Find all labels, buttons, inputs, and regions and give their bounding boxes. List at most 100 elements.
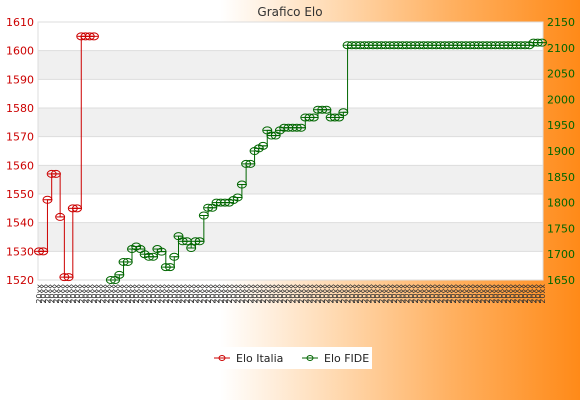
data-point-marker	[198, 211, 209, 220]
x-axis-tick-label: 20xx	[48, 284, 57, 304]
x-axis-tick-label: 20xx	[530, 284, 539, 304]
right-axis-tick-label: 1950	[547, 119, 575, 132]
right-axis-tick-label: 1800	[547, 197, 575, 210]
x-axis-tick-label: 20xx	[348, 284, 357, 304]
x-axis-tick-label: 20xx	[462, 284, 471, 304]
legend-label: Elo Italia	[236, 352, 283, 365]
x-axis-tick-label: 20xx	[521, 284, 530, 304]
left-axis-tick-label: 1570	[6, 131, 34, 144]
x-axis-tick-label: 20xx	[289, 284, 298, 304]
x-axis-tick-label: 20xx	[196, 284, 205, 304]
x-axis-tick-label: 20xx	[538, 284, 547, 304]
x-axis-tick-label: 20xx	[255, 284, 264, 304]
data-point-marker	[122, 257, 133, 266]
right-axis-tick-label: 2050	[547, 68, 575, 81]
x-axis-tick-label: 20xx	[284, 284, 293, 304]
x-axis-tick-label: 20xx	[420, 284, 429, 304]
x-axis-tick-label: 20xx	[141, 284, 150, 304]
x-axis-tick-label: 20xx	[73, 284, 82, 304]
x-axis-tick-label: 20xx	[466, 284, 475, 304]
x-axis-tick-label: 20xx	[272, 284, 281, 304]
x-axis-tick-label: 20xx	[229, 284, 238, 304]
plot-band	[38, 194, 543, 223]
x-axis-tick-label: 20xx	[314, 284, 323, 304]
data-point-marker	[156, 247, 167, 256]
x-axis-tick-label: 20xx	[132, 284, 141, 304]
right-axis-tick-label: 1650	[547, 274, 575, 287]
x-axis-tick-label: 20xx	[415, 284, 424, 304]
x-axis-tick-label: 20xx	[310, 284, 319, 304]
right-axis-tick-label: 2150	[547, 16, 575, 29]
x-axis-tick-label: 20xx	[382, 284, 391, 304]
x-axis-tick-label: 20xx	[492, 284, 501, 304]
x-axis-tick-label: 20xx	[263, 284, 272, 304]
x-axis-tick-label: 20xx	[200, 284, 209, 304]
data-point-marker	[308, 113, 319, 122]
x-axis-tick-label: 20xx	[331, 284, 340, 304]
x-axis-tick-label: 20xx	[183, 284, 192, 304]
legend-marker	[218, 355, 226, 361]
x-axis-tick-label: 20xx	[56, 284, 65, 304]
x-axis-tick-label: 20xx	[475, 284, 484, 304]
x-axis-tick-label: 20xx	[259, 284, 268, 304]
left-axis-tick-label: 1530	[6, 245, 34, 258]
legend: Elo Italia Elo FIDE	[208, 347, 372, 369]
x-axis-tick-label: 20xx	[344, 284, 353, 304]
x-axis-tick-label: 20xx	[496, 284, 505, 304]
x-axis-tick-label: 20xx	[170, 284, 179, 304]
x-axis-tick-label: 20xx	[441, 284, 450, 304]
x-axis-tick-label: 20xx	[35, 284, 44, 304]
x-axis-tick-label: 20xx	[322, 284, 331, 304]
data-point-marker	[72, 204, 83, 213]
x-axis-tick-label: 20xx	[221, 284, 230, 304]
x-axis-tick-label: 20xx	[94, 284, 103, 304]
data-point-marker	[55, 212, 66, 221]
x-axis-tick-label: 20xx	[508, 284, 517, 304]
data-point-marker	[537, 38, 547, 47]
data-point-marker	[165, 263, 176, 272]
x-axis-tick-label: 20xx	[107, 284, 116, 304]
data-point-marker	[258, 141, 269, 150]
x-axis-tick-label: 20xx	[115, 284, 124, 304]
x-axis-tick-label: 20xx	[470, 284, 479, 304]
data-point-marker	[114, 270, 125, 279]
x-axis-tick-label: 20xx	[369, 284, 378, 304]
x-axis-tick-label: 20xx	[128, 284, 137, 304]
x-axis-tick-label: 20xx	[39, 284, 48, 304]
data-point-marker	[50, 169, 61, 178]
data-point-marker	[88, 32, 99, 41]
left-axis-tick-label: 1520	[6, 274, 34, 287]
x-axis-tick-label: 20xx	[191, 284, 200, 304]
plot-band	[38, 108, 543, 137]
x-axis-tick-label: 20xx	[458, 284, 467, 304]
x-axis-tick-label: 20xx	[98, 284, 107, 304]
x-axis-tick-label: 20xx	[504, 284, 513, 304]
data-point-marker	[169, 252, 180, 261]
data-point-marker	[194, 237, 205, 246]
x-axis-tick-label: 20xx	[246, 284, 255, 304]
x-axis-tick-label: 20xx	[293, 284, 302, 304]
x-axis-tick-label: 20xx	[162, 284, 171, 304]
x-axis-tick-label: 20xx	[69, 284, 78, 304]
x-axis-tick-label: 20xx	[500, 284, 509, 304]
x-axis-tick-label: 20xx	[360, 284, 369, 304]
plot-band	[38, 79, 543, 108]
x-axis-tick-label: 20xx	[437, 284, 446, 304]
right-axis-tick-label: 1900	[547, 145, 575, 158]
left-axis-tick-label: 1600	[6, 45, 34, 58]
left-axis-tick-label: 1560	[6, 159, 34, 172]
data-point-marker	[148, 252, 159, 261]
x-axis-tick-label: 20xx	[179, 284, 188, 304]
x-axis-tick-label: 20xx	[124, 284, 133, 304]
left-axis-tick-label: 1610	[6, 16, 34, 29]
x-axis-tick-label: 20xx	[386, 284, 395, 304]
plot-frame	[37, 21, 544, 281]
left-axis-tick-label: 1540	[6, 217, 34, 230]
x-axis-tick-label: 20xx	[86, 284, 95, 304]
x-axis-tick-label: 20xx	[225, 284, 234, 304]
x-axis-tick-label: 20xx	[65, 284, 74, 304]
x-axis-tick-label: 20xx	[234, 284, 243, 304]
x-axis-tick-label: 20xx	[483, 284, 492, 304]
data-point-marker	[245, 159, 256, 168]
